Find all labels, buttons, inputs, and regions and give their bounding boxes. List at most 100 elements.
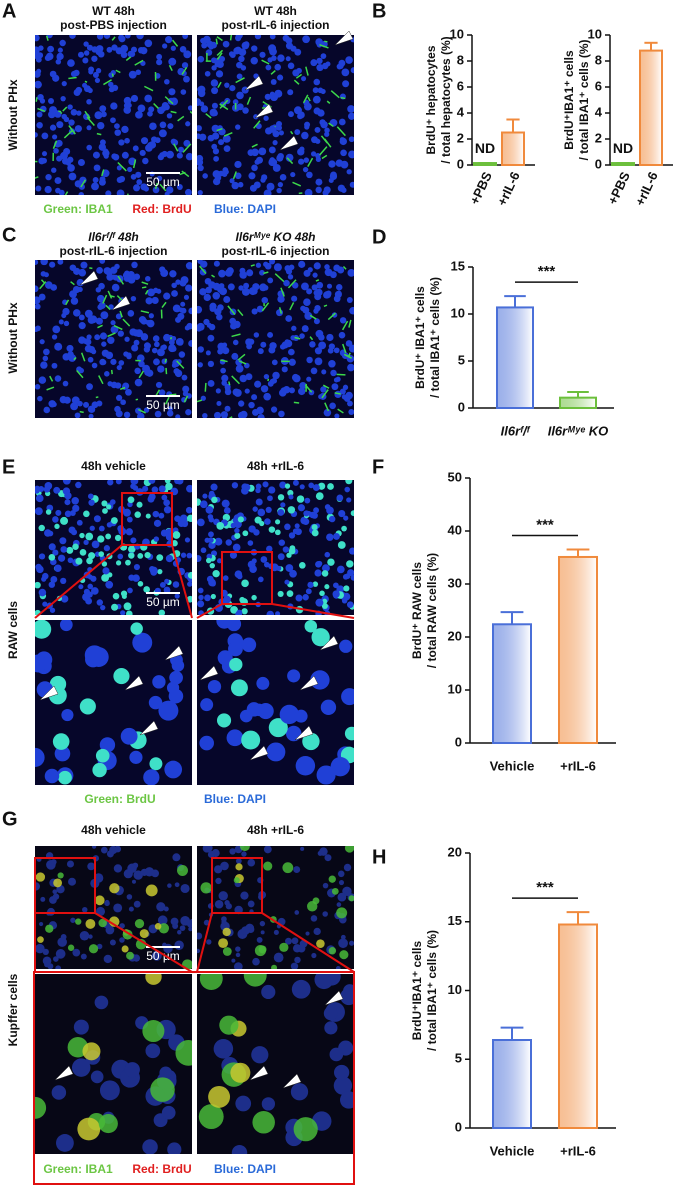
nucleus [243, 282, 250, 289]
nucleus [91, 540, 100, 549]
nucleus [338, 331, 346, 339]
nucleus [346, 497, 352, 503]
nucleus [55, 1134, 74, 1152]
nucleus [174, 515, 181, 523]
cell-process [337, 408, 344, 414]
nucleus [282, 35, 290, 42]
cell-process [86, 116, 95, 127]
cell-process [309, 314, 317, 320]
nucleus [298, 158, 305, 165]
nucleus [60, 151, 68, 160]
nucleus [266, 610, 275, 615]
nucleus [80, 953, 87, 960]
nucleus [288, 532, 296, 539]
micrograph [35, 480, 192, 615]
nucleus [120, 610, 126, 615]
nucleus [84, 344, 93, 353]
nucleus [291, 325, 297, 332]
nucleus [197, 89, 206, 98]
nucleus [180, 301, 186, 307]
nucleus [136, 35, 144, 40]
nucleus [247, 858, 256, 867]
nucleus [266, 182, 275, 191]
nucleus [83, 50, 90, 56]
nucleus [71, 70, 78, 77]
bar [492, 623, 532, 745]
nucleus [144, 39, 153, 48]
nucleus [242, 530, 249, 537]
nucleus [265, 127, 273, 135]
cell-process [302, 94, 309, 104]
nucleus [256, 305, 264, 313]
nucleus [49, 124, 57, 131]
nucleus [205, 557, 212, 564]
nucleus [295, 594, 303, 602]
nucleus [277, 182, 284, 188]
nucleus [211, 65, 217, 71]
cell-process [235, 77, 245, 84]
nucleus [294, 523, 300, 529]
nucleus [326, 333, 334, 342]
nucleus [222, 134, 231, 143]
nucleus [101, 500, 108, 507]
nucleus [240, 891, 249, 900]
nucleus [229, 551, 238, 559]
nucleus [38, 293, 46, 301]
nucleus [135, 110, 143, 119]
nucleus [172, 531, 181, 539]
nucleus [133, 273, 141, 281]
nucleus [110, 358, 117, 365]
nucleus [210, 79, 219, 87]
y-axis-label: BrdU⁺ RAW cells [410, 562, 424, 659]
nucleus [319, 119, 326, 126]
cell-process [182, 143, 192, 153]
nucleus [221, 380, 227, 386]
arrowhead [79, 270, 99, 286]
nucleus [333, 264, 341, 272]
nucleus [106, 504, 112, 510]
y-tick-label: 15 [451, 258, 465, 273]
cell-process [79, 410, 84, 414]
nucleus [248, 172, 256, 180]
nucleus [97, 294, 105, 303]
nucleus [237, 516, 244, 523]
nucleus [211, 143, 218, 150]
nucleus [35, 185, 42, 192]
nucleus [82, 907, 88, 913]
nucleus [214, 899, 224, 909]
nucleus [197, 518, 205, 527]
nucleus [47, 45, 55, 53]
nucleus [237, 181, 244, 188]
nucleus [95, 748, 110, 763]
nucleus [168, 57, 177, 66]
kupffer-cell [108, 916, 120, 927]
side-label: Without PHx [6, 79, 20, 151]
nucleus [166, 681, 180, 694]
nucleus [347, 112, 354, 120]
nucleus [324, 1021, 338, 1035]
nucleus [336, 902, 342, 907]
nucleus [186, 514, 192, 522]
nucleus [154, 410, 162, 418]
panel-letter: C [2, 224, 16, 246]
nucleus [235, 358, 243, 366]
nucleus [251, 308, 258, 315]
nucleus [219, 287, 227, 296]
nucleus [287, 506, 296, 514]
nucleus [94, 77, 101, 84]
caption: Green: BrdU [84, 792, 155, 806]
nucleus [344, 486, 351, 493]
nucleus [268, 146, 276, 154]
nucleus [197, 158, 204, 166]
nucleus [139, 149, 146, 157]
nucleus [113, 668, 130, 685]
zoom-box [221, 551, 273, 605]
arrowhead [299, 675, 319, 691]
nucleus [38, 553, 45, 560]
nucleus [151, 486, 159, 493]
nucleus [207, 514, 214, 520]
nucleus [229, 178, 235, 184]
nucleus [208, 323, 216, 331]
nucleus [65, 160, 71, 166]
y-tick-label: 10 [448, 982, 462, 997]
